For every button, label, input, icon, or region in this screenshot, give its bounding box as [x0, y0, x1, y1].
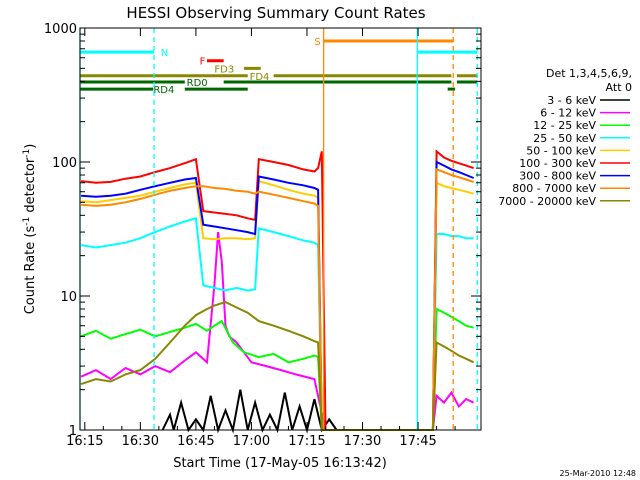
x-tick-label-0: 16:15 — [66, 434, 103, 449]
series-line-8 — [80, 301, 475, 431]
flag-label-rd0: RD0 — [187, 78, 208, 89]
x-tick-label-6: 17:45 — [399, 434, 436, 449]
y-axis-ticks: 1 10 100 1000 — [44, 22, 481, 439]
flag-label-n: N — [161, 48, 168, 59]
x-tick-label-3: 17:00 — [233, 434, 270, 449]
series-line-1 — [80, 231, 475, 431]
y-axis-label-close: ) — [23, 144, 38, 149]
flag-label-f: F — [200, 57, 206, 68]
series-line-2 — [80, 307, 474, 431]
legend-label-5: 100 - 300 keV — [519, 157, 596, 170]
y-axis-label-main: Count Rate (s — [23, 226, 38, 315]
x-tick-label-5: 17:30 — [344, 434, 381, 449]
series-line-0 — [161, 389, 338, 434]
series-line-6 — [81, 160, 474, 431]
flag-label-s: S — [314, 37, 320, 48]
chart-title: HESSI Observing Summary Count Rates — [126, 4, 425, 22]
series-line-5 — [80, 149, 474, 431]
y-tick-label-2: 100 — [52, 156, 77, 171]
series-line-3 — [80, 217, 474, 431]
legend-label-2: 12 - 25 keV — [533, 119, 596, 132]
x-axis-ticks: 16:15 16:30 16:45 17:00 17:15 17:30 17:45 — [66, 28, 456, 449]
legend-header-1: Det 1,3,4,5,6,9, — [546, 67, 632, 80]
flag-label-rd4: RD4 — [153, 85, 174, 96]
series-line-4 — [81, 179, 474, 431]
y-tick-label-1: 10 — [60, 290, 77, 305]
x-axis-label: Start Time (17-May-05 16:13:42) — [173, 456, 387, 471]
x-tick-label-1: 16:30 — [122, 434, 159, 449]
y-tick-label-3: 1000 — [44, 22, 77, 37]
y-axis-label-sup: -1 — [22, 217, 32, 226]
legend-label-6: 300 - 800 keV — [519, 170, 596, 183]
legend-label-1: 6 - 12 keV — [540, 107, 596, 120]
footer-date: 25-Mar-2010 12:48 — [560, 469, 637, 478]
legend-label-4: 50 - 100 keV — [526, 144, 596, 157]
flag-bars: N S F FD3 FD4 RD0 RD4 — [80, 37, 478, 96]
x-tick-label-2: 16:45 — [177, 434, 214, 449]
legend-header-2: Att 0 — [606, 81, 632, 94]
y-tick-label-0: 1 — [69, 424, 77, 439]
legend-label-8: 7000 - 20000 keV — [498, 195, 596, 208]
plot-frame — [79, 27, 482, 431]
legend-label-7: 800 - 7000 keV — [512, 182, 596, 195]
y-axis-label-sup2: -1 — [22, 149, 32, 158]
flag-label-fd3: FD3 — [214, 64, 234, 75]
y-axis-label: Count Rate (s-1 detector-1) — [22, 144, 38, 315]
series-line-7 — [81, 167, 474, 431]
legend-label-0: 3 - 6 keV — [547, 94, 596, 107]
flag-label-fd4: FD4 — [250, 72, 270, 83]
y-axis-label-unit: detector — [23, 157, 38, 217]
series-group — [80, 149, 475, 434]
legend-label-3: 25 - 50 keV — [533, 132, 596, 145]
x-tick-label-4: 17:15 — [288, 434, 325, 449]
